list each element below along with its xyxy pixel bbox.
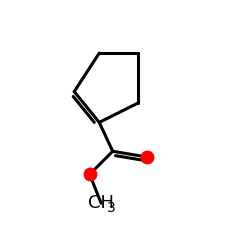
- Text: CH: CH: [88, 194, 114, 212]
- Text: 3: 3: [108, 201, 116, 215]
